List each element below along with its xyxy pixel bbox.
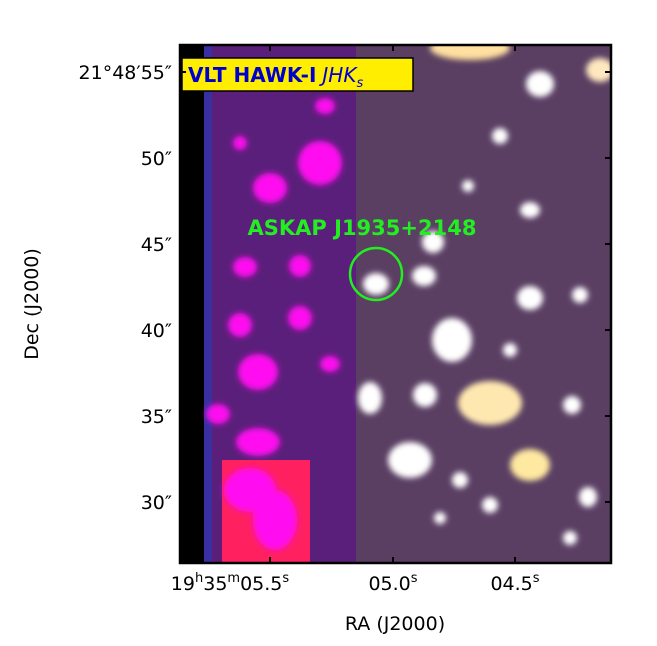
x-tick-label: 04.5s <box>490 571 539 595</box>
label-box <box>181 57 414 92</box>
x-axis-label: RA (J2000) <box>345 613 445 635</box>
y-tick-label: 40″ <box>141 320 172 342</box>
source-circle <box>348 246 404 302</box>
x-tick-unit: s <box>533 571 540 586</box>
x-tick-unit: h <box>195 571 203 586</box>
label-instrument: VLT HAWK-I JHKs <box>188 63 363 91</box>
x-tick-unit: m <box>227 571 240 586</box>
source-annotation: ASKAP J1935+2148 <box>248 216 477 240</box>
y-tick-label: 30″ <box>141 492 172 514</box>
x-tick-number: 05.5 <box>240 573 282 595</box>
bands: JHK <box>318 63 358 87</box>
x-tick-label: 05.0s <box>368 571 417 595</box>
y-tick-label: 45″ <box>141 234 172 256</box>
axes-frame <box>178 43 613 565</box>
image-label: VLT HAWK-I JHKs <box>181 57 414 92</box>
y-tick-label: 50″ <box>141 148 172 170</box>
sky-image <box>180 45 611 563</box>
x-tick-unit: s <box>282 571 289 586</box>
x-tick-unit: s <box>411 571 418 586</box>
y-tick-label: 21°48′55″ <box>79 62 172 84</box>
y-tick-label: 35″ <box>141 406 172 428</box>
x-tick-label: 19h35m05.5s <box>171 571 290 595</box>
y-ticks: 21°48′55″ 50″ 45″ 40″ 35″ 30″ <box>79 62 611 514</box>
x-tick-number: 05.0 <box>368 573 410 595</box>
x-tick-number: 35 <box>203 573 227 595</box>
instrument: VLT HAWK-I <box>188 63 316 87</box>
y-axis-label: Dec (J2000) <box>21 248 43 360</box>
x-tick-number: 19 <box>171 573 195 595</box>
x-tick-number: 04.5 <box>490 573 532 595</box>
band-subscript: s <box>356 76 363 91</box>
x-ticks: 19h35m05.5s 05.0s 04.5s <box>171 45 540 595</box>
